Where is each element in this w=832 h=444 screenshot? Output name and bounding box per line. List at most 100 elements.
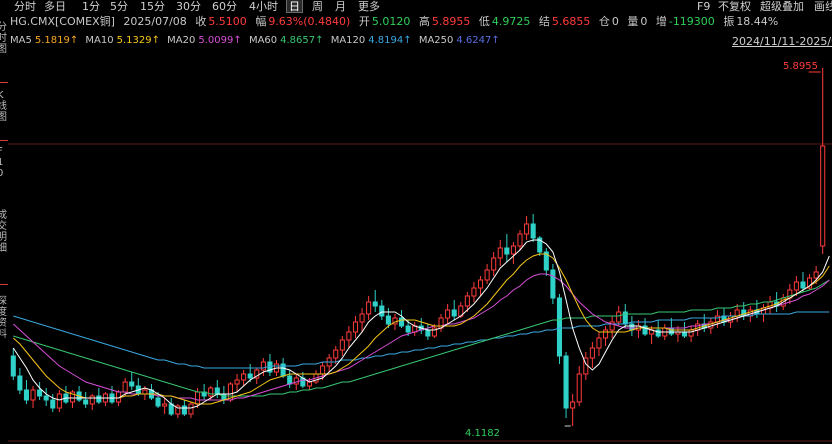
ma60-label: MA60 [248,35,278,46]
candle-body [320,365,326,375]
candle-body [431,327,437,337]
ma5-value: 5.1819↑ [34,35,79,46]
adjust-dropdown[interactable]: 不复权 [718,0,751,13]
ma250-label: MA250 [418,35,454,46]
candle-body [241,373,247,381]
candle-body [550,269,556,299]
settle-value: 5.6855 [551,15,591,28]
candle-body [813,271,819,279]
candle-body [359,313,365,323]
tab-30min[interactable]: 30分 [176,0,201,13]
candle-body [655,329,661,337]
tab-monthly[interactable]: 月 [335,0,346,13]
change-label: 幅 [255,15,267,28]
candle-body [122,381,128,393]
candle-body [589,347,595,359]
candle-body [346,331,352,341]
ma250-value: 4.6247↑ [456,35,500,46]
candle-body [260,361,266,371]
candle-body [333,349,339,359]
change-value: 9.63%(0.4840) [268,15,351,28]
candle-body [688,329,694,337]
candle-body [642,325,648,335]
period-toolbar: 分时 多日 1分 5分 15分 30分 60分 4小时 日 周 月 更多 F9 … [0,0,832,14]
candle-body [56,393,62,409]
tab-4hour[interactable]: 4小时 [249,0,278,13]
kline-chart[interactable] [8,48,832,444]
draw-line-button[interactable]: 画线 [814,0,832,13]
candle-body [504,247,510,255]
candle-body [306,381,312,387]
candle-body [175,405,181,415]
candle-body [681,331,688,337]
position-value: 0 [611,15,619,28]
close-value: 5.5100 [208,15,247,28]
quote-info-row: HG.CMX[COMEX铜] 2025/07/08 收 5.5100 幅 9.63%… [10,15,783,29]
sidebar-divider [0,140,8,141]
candle-body [385,315,391,325]
candle-body [254,369,260,379]
candle-body [820,145,826,247]
candle-body [800,281,806,289]
candle-body [405,325,411,333]
candle-body [609,321,615,331]
candle-body [69,391,76,403]
date-range-selector[interactable]: 2024/11/11-2025/07/08 [732,35,832,48]
quote-date: 2025/07/08 [123,15,187,28]
ma10-line [12,253,830,405]
tab-daily[interactable]: 日 [286,0,303,13]
candle-body [477,279,484,289]
sidebar-tab-trade-details[interactable]: 成交明细 [0,210,7,254]
candle-body [616,311,622,323]
candle-body [287,375,293,385]
candle-body [234,379,240,385]
tab-intraday[interactable]: 分时 [14,0,36,13]
sidebar-tab-f10[interactable]: F10 [0,146,4,179]
candle-body [195,391,201,405]
candle-body [491,257,497,271]
volume-value: 0 [640,15,648,28]
candle-body [162,403,168,407]
tab-multi-day[interactable]: 多日 [44,0,66,13]
tab-60min[interactable]: 60分 [212,0,237,13]
tab-15min[interactable]: 15分 [140,0,165,13]
open-label: 开 [358,15,370,28]
high-label: 高 [418,15,430,28]
candle-body [339,339,345,351]
candle-body [484,269,490,281]
ma60-value: 4.8657↑ [280,35,324,46]
candle-body [570,401,576,409]
amplitude-label: 振 [723,15,735,28]
candle-body [510,245,516,255]
symbol-name: HG.CMX[COMEX铜] [10,15,115,28]
super-overlay-button[interactable]: 超级叠加 [760,0,804,13]
candle-body [155,397,161,407]
amplitude-value: 18.44% [736,15,779,28]
high-value: 5.8955 [431,15,471,28]
candle-body [728,315,734,323]
candle-body [129,381,135,387]
candle-body [293,377,299,385]
candle-body [537,237,543,253]
sidebar-divider [0,82,8,83]
candle-body [372,301,378,307]
tab-1min[interactable]: 1分 [82,0,100,13]
f9-button[interactable]: F9 [697,0,711,13]
ma10-value: 5.1329↑ [116,35,160,46]
ma20-value: 5.0099↑ [198,35,242,46]
candle-body [142,389,148,395]
candle-body [10,355,16,377]
sidebar-tab-depth-info[interactable]: 深度资料 [0,296,7,340]
increase-label: 增 [655,15,667,28]
candle-body [214,387,220,395]
ma20-line [12,273,830,401]
tab-5min[interactable]: 5分 [110,0,128,13]
candle-body [471,287,477,297]
candle-body [89,395,95,405]
sidebar-tab-intraday-chart[interactable]: 分时图 [0,22,7,55]
candle-body [352,321,359,333]
tab-weekly[interactable]: 周 [312,0,323,13]
tab-more[interactable]: 更多 [358,0,380,13]
